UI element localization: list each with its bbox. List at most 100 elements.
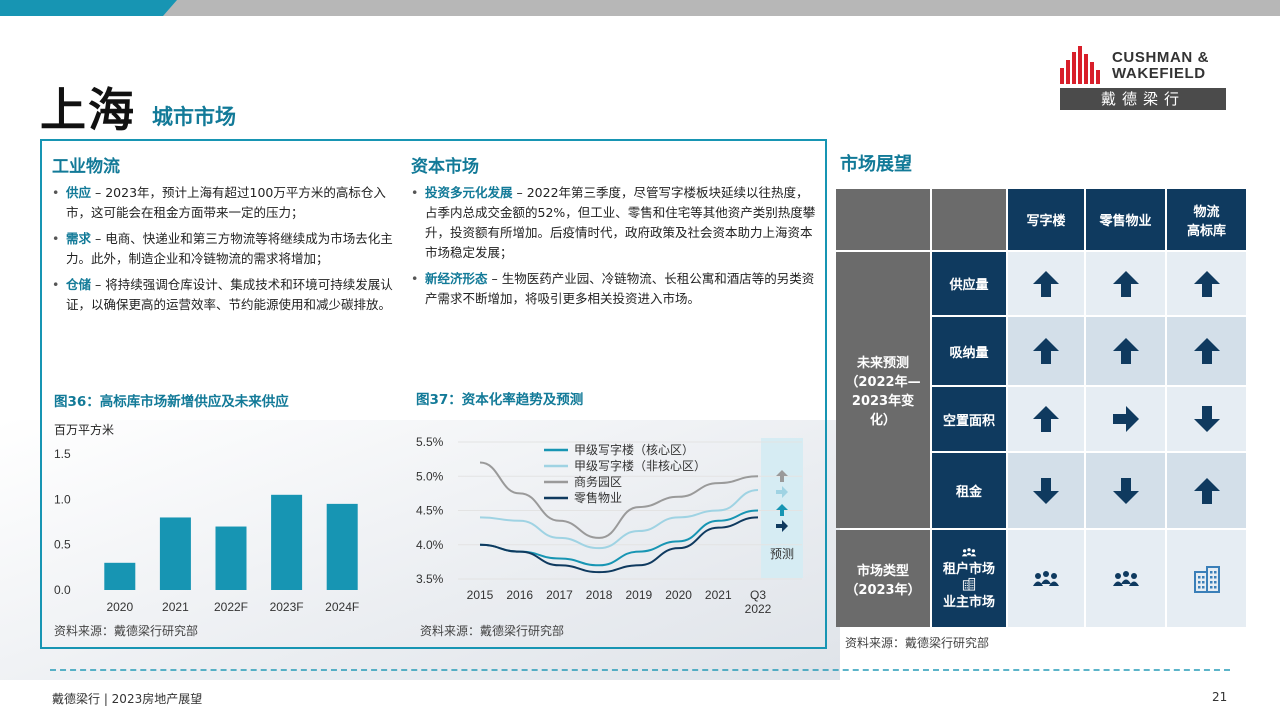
- arrow-up-icon: [1193, 338, 1220, 364]
- x-tick-label: 2018: [586, 588, 613, 602]
- outlook-arrow-cell: [1167, 387, 1246, 451]
- outlook-arrow-cell: [1086, 453, 1165, 528]
- arrow-right-icon: [1112, 406, 1139, 432]
- x-tick-label: 2020: [665, 588, 692, 602]
- forecast-label: 预测: [770, 547, 794, 561]
- x-tick-label: 2021: [162, 600, 189, 614]
- y-tick-label: 1.5: [54, 447, 71, 461]
- outlook-market-type-cell: [1167, 530, 1246, 627]
- legend-tenant-label: 租户市场: [942, 562, 995, 577]
- arrow-down-icon: [1112, 477, 1139, 504]
- bar: [271, 494, 303, 590]
- capital-bullets: 投资多元化发展 – 2022年第三季度，尽管写字楼板块延续以往热度，占季内总成交…: [411, 183, 821, 315]
- capital-new-economy-item: 新经济形态 – 生物医药产业园、冷链物流、长租公寓和酒店等的另类资产需求不断增加…: [411, 269, 821, 309]
- bar: [104, 562, 136, 590]
- outlook-market-type-legend: 租户市场 业主市场: [932, 530, 1006, 627]
- fig36-title: 图36：高标库市场新增供应及未来供应: [54, 394, 289, 410]
- series-line: [479, 509, 759, 567]
- footer-text: 戴德梁行 | 2023房地产展望: [52, 692, 203, 706]
- outlook-row-label: 供应量: [932, 252, 1006, 315]
- y-tick-label: 5.5%: [416, 435, 444, 449]
- market-content-box: [40, 139, 827, 649]
- x-tick-label: 2015: [467, 588, 494, 602]
- top-bar: [0, 0, 1280, 16]
- logo-chinese: 戴德梁行: [1060, 88, 1226, 110]
- arrow-up-icon: [1112, 338, 1139, 364]
- fig36-bar-chart: 0.0 0.5 1.0 1.5 2020 2021 2022F 2023F 2024F: [54, 447, 359, 614]
- legend-landlord-label: 业主市场: [942, 595, 995, 610]
- arrow-up-icon: [1193, 270, 1220, 297]
- x-tick-label: 2016: [506, 588, 533, 602]
- page-title: 上海: [40, 83, 136, 137]
- outlook-corner: [932, 189, 1006, 250]
- x-tick-label: 2021: [705, 588, 732, 602]
- legend-label: 商务园区: [574, 474, 622, 489]
- outlook-source: 资料来源：戴德梁行研究部: [845, 636, 990, 650]
- outlook-market-type-cell: [1008, 530, 1084, 627]
- capital-heading: 资本市场: [411, 157, 479, 177]
- bar: [159, 517, 191, 590]
- y-tick-label: 0.0: [54, 583, 71, 597]
- legend-label: 甲级写字楼（核心区）: [574, 442, 694, 457]
- outlook-forecast-label: 未来预测 （2022年— 2023年变 化）: [836, 252, 930, 528]
- fig37-source: 资料来源：戴德梁行研究部: [420, 624, 565, 638]
- x-tick-label: 2019: [626, 588, 653, 602]
- people-icon: [961, 548, 977, 557]
- outlook-row-label: 吸纳量: [932, 317, 1006, 385]
- fig37-title: 图37：资本化率趋势及预测: [416, 392, 584, 408]
- x-tick-label: 2020: [106, 600, 133, 614]
- series-line: [479, 516, 759, 574]
- outlook-row-label: 租金: [932, 453, 1006, 528]
- outlook-column-header: 物流 高标库: [1167, 189, 1246, 250]
- forecast-arrow-icon: [776, 520, 788, 532]
- outlook-column-header: 写字楼: [1008, 189, 1084, 250]
- page-subtitle: 城市市场: [152, 105, 236, 129]
- logo-wordmark: CUSHMAN & WAKEFIELD: [1112, 49, 1210, 82]
- fig37-line-chart: 3.5% 4.0% 4.5% 5.0% 5.5% 2015 2016 2017 2018 2019…: [416, 435, 803, 616]
- capital-diversification-item: 投资多元化发展 – 2022年第三季度，尽管写字楼板块延续以往热度，占季内总成交…: [411, 183, 821, 263]
- outlook-title: 市场展望: [840, 154, 912, 175]
- fig36-source: 资料来源：戴德梁行研究部: [54, 624, 199, 638]
- outlook-arrow-cell: [1008, 317, 1084, 385]
- outlook-arrow-cell: [1008, 453, 1084, 528]
- legend-label: 零售物业: [574, 490, 622, 505]
- arrow-up-icon: [1112, 270, 1139, 297]
- y-tick-label: 1.0: [54, 492, 71, 506]
- outlook-arrow-cell: [1008, 387, 1084, 451]
- outlook-column-header: 零售物业: [1086, 189, 1165, 250]
- bar: [326, 503, 358, 590]
- y-tick-label: 5.0%: [416, 469, 444, 483]
- outlook-arrow-cell: [1008, 252, 1084, 315]
- y-tick-label: 4.0%: [416, 538, 444, 552]
- arrow-up-icon: [1033, 270, 1059, 297]
- outlook-row-label: 空置面积: [932, 387, 1006, 451]
- x-tick-label: 2017: [546, 588, 573, 602]
- outlook-arrow-cell: [1167, 453, 1246, 528]
- forecast-arrow-icon: [776, 470, 788, 482]
- arrow-up-icon: [1033, 338, 1059, 364]
- arrow-up-icon: [1033, 406, 1059, 432]
- y-tick-label: 0.5: [54, 538, 71, 552]
- y-tick-label: 4.5%: [416, 504, 444, 518]
- industrial-heading: 工业物流: [52, 157, 120, 177]
- arrow-up-icon: [1193, 477, 1220, 504]
- forecast-arrow-icon: [776, 486, 788, 498]
- people-icon: [1033, 570, 1059, 586]
- x-tick-label: 2023F: [270, 600, 304, 614]
- y-tick-label: 3.5%: [416, 572, 444, 586]
- fig36-unit: 百万平方米: [54, 423, 115, 437]
- industrial-supply-item: 供应 – 2023年，预计上海有超过100万平方米的高标仓入市，这可能会在租金方…: [52, 183, 402, 223]
- series-line: [479, 488, 759, 550]
- outlook-arrow-cell: [1086, 317, 1165, 385]
- outlook-corner: [836, 189, 930, 250]
- industrial-bullets: 供应 – 2023年，预计上海有超过100万平方米的高标仓入市，这可能会在租金方…: [52, 183, 402, 321]
- x-tick-label: 2022F: [214, 600, 248, 614]
- industrial-storage-item: 仓储 – 将持续强调仓库设计、集成技术和环境可持续发展认证，以确保更高的运营效率…: [52, 275, 402, 315]
- x-tick-label: 2024F: [325, 600, 359, 614]
- building-icon: [1193, 565, 1220, 593]
- series-line: [479, 461, 759, 539]
- page-number: 21: [1212, 690, 1228, 704]
- outlook-arrow-cell: [1086, 387, 1165, 451]
- outlook-arrow-cell: [1086, 252, 1165, 315]
- footer-divider: [50, 669, 1230, 671]
